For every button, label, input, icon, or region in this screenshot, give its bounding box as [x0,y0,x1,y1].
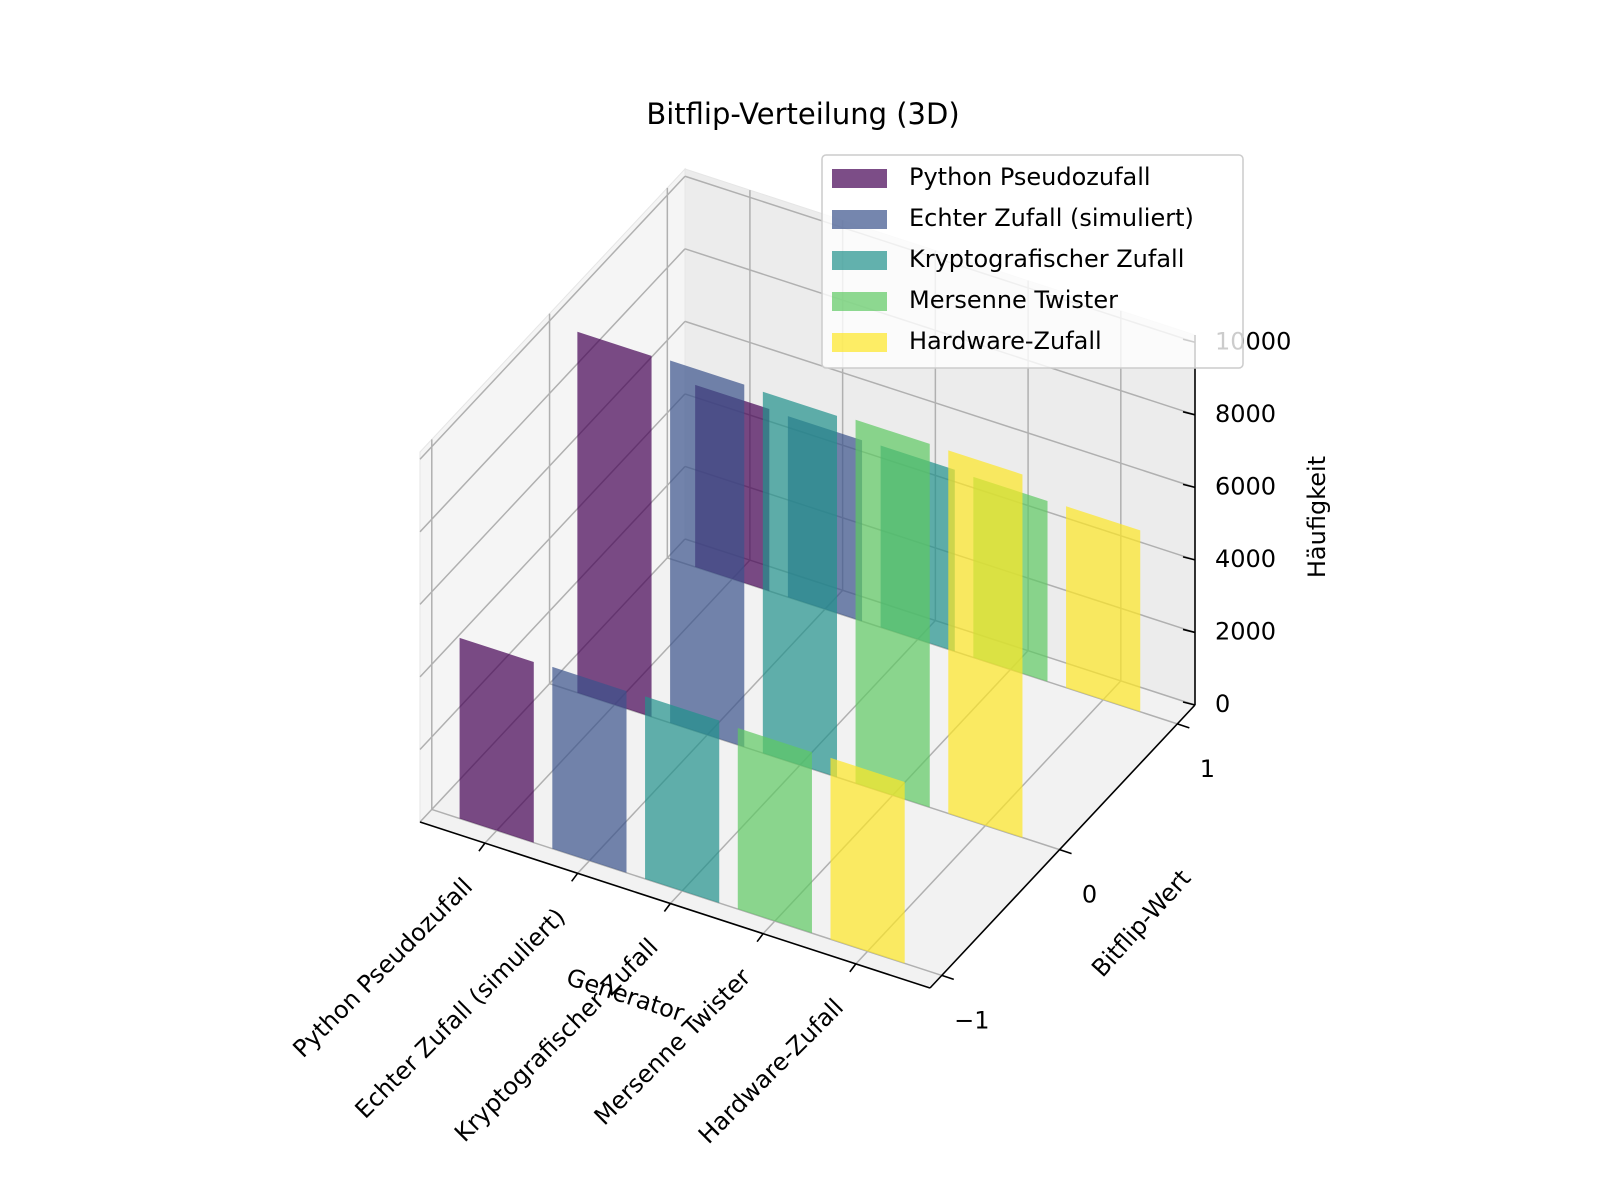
x-axis [419,821,931,989]
legend-label: Python Pseudozufall [909,163,1151,191]
grid-line [419,175,686,460]
legend-label: Hardware-Zufall [909,327,1102,355]
bar [552,666,627,873]
z-tick-label: 2000 [1215,617,1276,645]
z-tick-label: 4000 [1215,545,1276,573]
legend-label: Echter Zufall (simuliert) [909,204,1194,232]
legend-frame [821,154,1244,369]
grid-line [431,808,943,977]
y-tick-label: −1 [954,1006,989,1034]
y-tick [1059,848,1072,855]
chart-title: Bitflip-Verteilung (3D) [646,97,959,131]
bar [830,757,905,964]
z-tick [1182,628,1196,634]
z-tick-label: 0 [1215,690,1230,718]
legend-swatch [832,251,887,270]
x-tick [663,903,672,912]
legend-swatch [832,292,887,311]
bar [1066,506,1141,712]
bar [737,728,812,934]
bar [577,331,652,717]
z-tick [1182,701,1196,706]
grid-line [419,248,686,533]
x-tick [478,842,486,852]
z-tick [1182,483,1196,489]
z-tick-label: 8000 [1215,400,1276,428]
z-tick [1182,411,1196,416]
x-tick-label: Kryptografischer Zufall [449,933,664,1148]
y-tick [941,974,955,981]
x-tick [756,933,764,943]
x-tick-label: Echter Zufall (simuliert) [350,903,571,1124]
z-axis-label: Häufigkeit [1303,456,1331,578]
bar [459,637,534,843]
x-tick [849,963,857,973]
y-tick [1177,723,1190,729]
legend-swatch [832,210,887,229]
y-tick-label: 1 [1200,755,1215,783]
legend-swatch [832,333,887,352]
x-tick [570,872,579,882]
bar [762,391,838,778]
grid-line [684,320,1196,489]
bar [645,696,720,903]
bar [948,450,1023,838]
y-axis [929,704,1196,989]
legend-swatch [832,169,887,188]
z-tick [1182,556,1196,561]
bar [670,360,745,748]
legend-label: Kryptografischer Zufall [909,245,1184,273]
y-axis-label: Bitflip-Wert [1086,864,1196,982]
legend: Python Pseudozufall Echter Zufall (simuli… [821,154,1244,369]
y-tick-label: 0 [1082,881,1097,909]
bar [855,419,930,808]
z-tick-label: 6000 [1215,472,1276,500]
legend-label: Mersenne Twister [909,286,1118,314]
